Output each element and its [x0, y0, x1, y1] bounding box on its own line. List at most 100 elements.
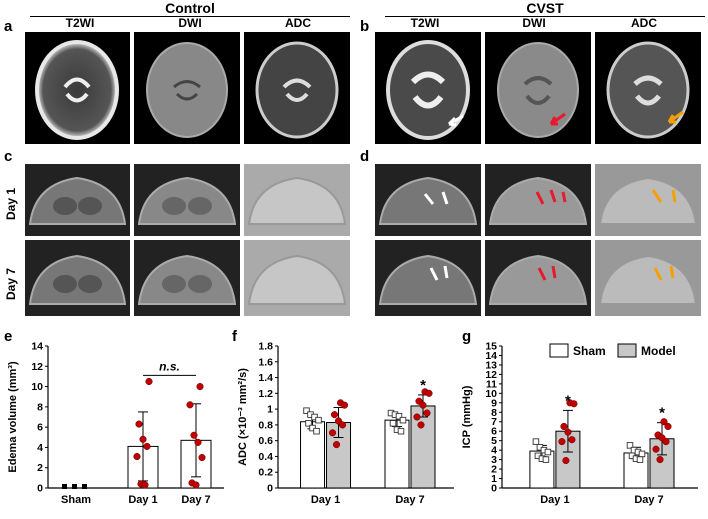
- data-point: [532, 438, 540, 445]
- red-arrow-icon: [549, 112, 566, 126]
- data-point: [558, 438, 566, 446]
- x-tick-label: Day 1: [128, 494, 157, 506]
- data-point: [194, 438, 202, 446]
- col-label-t2wi-cvst: T2WI: [410, 16, 440, 30]
- data-point: [332, 441, 341, 449]
- orange-arrow-icon: [667, 110, 684, 124]
- data-point: [425, 389, 433, 397]
- mri-cvst-t2wi-day1: [375, 164, 481, 236]
- y-tick-label: 0: [491, 483, 497, 495]
- y-tick-label: 13: [485, 359, 497, 371]
- mri-control-t2wi-day7: [25, 240, 130, 316]
- data-point: [305, 420, 312, 427]
- data-point: [560, 422, 568, 431]
- legend-label-sham: Sham: [573, 344, 606, 358]
- y-tick-label: 4: [37, 442, 43, 454]
- y-tick-label: 2: [491, 464, 497, 476]
- y-tick-label: 10: [31, 381, 43, 393]
- data-point: [656, 456, 664, 464]
- y-tick-label: 0: [37, 483, 43, 495]
- data-point: [186, 401, 194, 409]
- y-tick-label: 2: [37, 462, 43, 474]
- data-point: [330, 411, 339, 419]
- significance-star: *: [659, 405, 665, 422]
- y-tick-label: 10: [485, 388, 497, 400]
- data-point: [417, 421, 425, 429]
- y-tick-label: 9: [491, 397, 497, 409]
- y-axis-label: ICP (mmHg): [462, 385, 473, 448]
- y-tick-label: 3: [491, 454, 497, 466]
- data-point: [82, 484, 87, 489]
- data-point: [395, 412, 403, 420]
- col-label-dwi-control: DWI: [178, 16, 202, 30]
- control-group-title: Control: [165, 0, 215, 16]
- data-point: [626, 442, 634, 449]
- control-group-line: [30, 16, 350, 17]
- row-label-day1: Day 1: [4, 187, 18, 220]
- mri-cvst-dwi-day1: [485, 164, 591, 236]
- x-tick-label: Sham: [61, 494, 91, 506]
- x-tick-label: Day 7: [395, 494, 424, 506]
- data-point: [570, 400, 578, 408]
- y-tick-label: 1: [491, 473, 497, 485]
- mri-cvst-adc: [595, 32, 701, 144]
- legend-label-model: Model: [641, 344, 676, 358]
- y-tick-label: 0.8: [258, 419, 273, 431]
- mri-control-dwi-day1: [134, 164, 240, 236]
- red-arrow-icon: [535, 189, 567, 205]
- data-point: [192, 481, 200, 489]
- annotation: n.s.: [159, 359, 180, 373]
- data-point: [564, 428, 572, 436]
- data-point: [638, 450, 646, 458]
- data-point: [544, 448, 552, 456]
- col-label-adc-control: ADC: [285, 16, 311, 30]
- data-point: [198, 454, 206, 462]
- col-label-t2wi-control: T2WI: [65, 16, 95, 30]
- data-point: [62, 484, 67, 489]
- chart-f-svg: 0 0.2 0.4 0.6 0.8 1 1.2 1.4 1.6 1.8 ADC (×10⁻³ mm²…: [237, 341, 454, 506]
- y-tick-label: 14: [485, 350, 497, 362]
- y-tick-label: 8: [491, 407, 497, 419]
- y-tick-label: 6: [491, 426, 497, 438]
- y-tick-label: 12: [31, 361, 43, 373]
- mri-control-dwi: [134, 32, 240, 144]
- row-label-day7: Day 7: [4, 267, 18, 300]
- y-axis-label: ADC (×10⁻³ mm²/s): [237, 368, 249, 466]
- chart-e-edema: 0 2 4 6 8 10 12 14 Edema volume (mm³) Sham Day 1 Da…: [0, 336, 232, 514]
- col-label-dwi-cvst: DWI: [522, 16, 546, 30]
- y-tick-label: 1.4: [258, 372, 273, 384]
- col-label-adc-cvst: ADC: [631, 16, 657, 30]
- data-point: [662, 438, 670, 446]
- y-tick-label: 7: [491, 416, 497, 428]
- data-point: [419, 401, 427, 409]
- data-point: [652, 445, 660, 453]
- y-tick-label: 5: [491, 435, 497, 447]
- cvst-group-line: [385, 16, 705, 17]
- data-point: [141, 481, 149, 489]
- y-tick-label: 1.2: [258, 388, 273, 400]
- data-point: [423, 409, 431, 417]
- orange-arrow-icon: [651, 189, 677, 203]
- data-point: [145, 377, 153, 386]
- mri-control-t2wi: [25, 32, 130, 144]
- y-axis-label: Edema volume (mm³): [7, 361, 19, 473]
- mri-control-adc-day7: [244, 240, 350, 316]
- data-point: [303, 407, 310, 414]
- data-point: [196, 383, 204, 391]
- mri-control-t2wi-day1: [25, 164, 130, 236]
- y-tick-label: 0.2: [258, 467, 273, 479]
- panel-letter-g: g: [462, 328, 472, 345]
- data-point: [135, 420, 143, 428]
- x-tick-label: Day 7: [181, 494, 210, 506]
- data-point: [562, 456, 570, 465]
- y-tick-label: 1: [267, 404, 273, 416]
- legend-swatch-sham: [549, 343, 569, 358]
- data-point: [315, 416, 322, 424]
- data-point: [72, 484, 77, 489]
- x-tick-label: Day 1: [311, 494, 340, 506]
- white-arrow-icon: [447, 114, 464, 127]
- panel-letter-b: b: [360, 18, 370, 35]
- y-tick-label: 6: [37, 422, 43, 434]
- y-tick-label: 1.6: [258, 356, 273, 368]
- data-point: [542, 456, 550, 463]
